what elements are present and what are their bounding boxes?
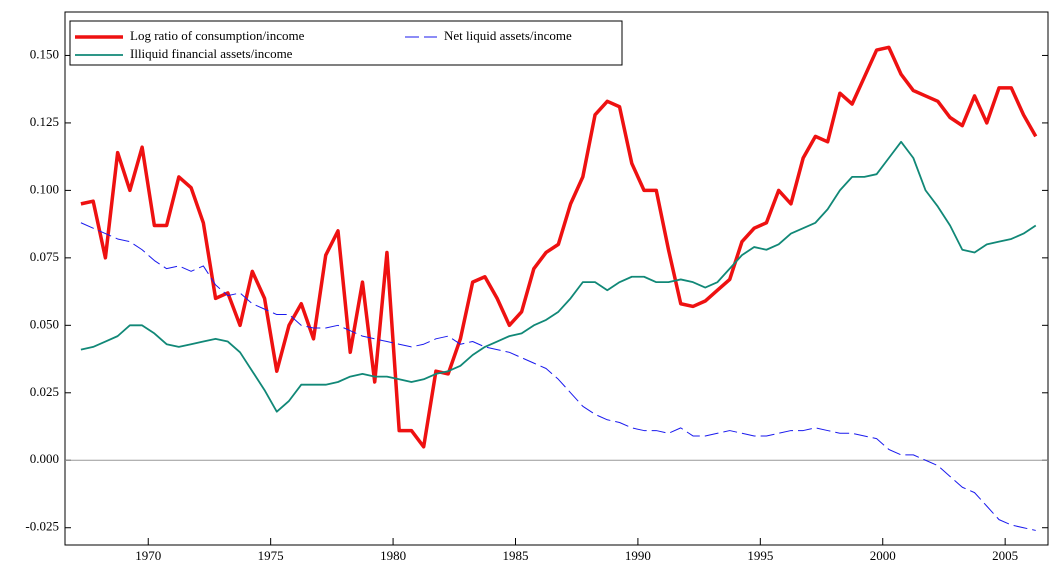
legend-label: Net liquid assets/income [444, 28, 572, 43]
legend-label: Illiquid financial assets/income [130, 46, 293, 61]
x-tick-label: 1990 [625, 548, 651, 563]
y-tick-label: 0.025 [30, 384, 59, 399]
y-tick-label: 0.100 [30, 181, 59, 196]
x-tick-label: 1980 [380, 548, 406, 563]
y-tick-label: 0.050 [30, 316, 59, 331]
plot-frame [64, 11, 1049, 546]
x-tick-label: 1975 [258, 548, 284, 563]
y-tick-label: 0.125 [30, 114, 59, 129]
x-tick-label: 1995 [747, 548, 773, 563]
y-tick-label: 0.000 [30, 451, 59, 466]
x-tick-label: 2005 [992, 548, 1018, 563]
y-tick-label: 0.150 [30, 46, 59, 61]
series-line [80, 222, 1036, 531]
series-line [80, 140, 1037, 413]
x-tick-label: 1985 [502, 548, 528, 563]
y-tick-label: 0.075 [30, 249, 59, 264]
series-line [80, 45, 1038, 449]
x-tick-label: 2000 [870, 548, 896, 563]
y-tick-label: -0.025 [25, 519, 59, 534]
legend-box [69, 20, 623, 66]
legend-label: Log ratio of consumption/income [130, 28, 305, 43]
x-tick-label: 1970 [135, 548, 161, 563]
